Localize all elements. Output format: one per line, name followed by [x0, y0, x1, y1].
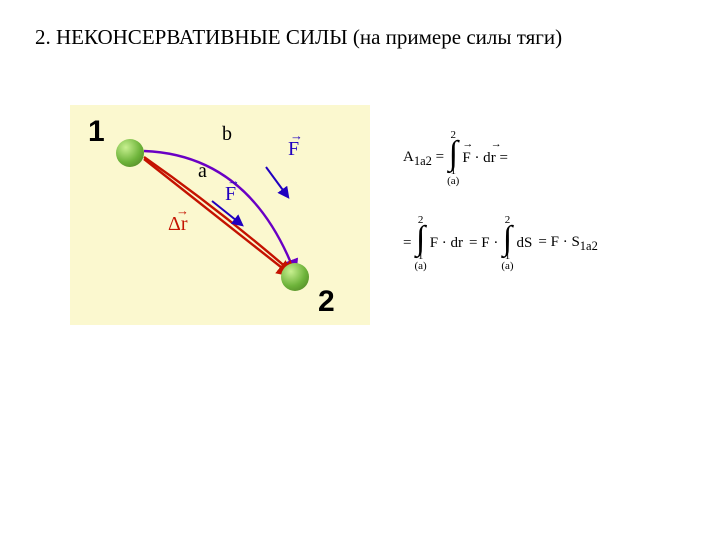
- force-arrow-b: [266, 167, 288, 197]
- label-point-1: 1: [88, 115, 105, 149]
- point-1-ball: [116, 139, 144, 167]
- label-force-b: → F: [288, 138, 299, 161]
- label-dr: → Δr: [168, 213, 188, 236]
- label-a: a: [198, 160, 207, 183]
- page-title: 2. НЕКОНСЕРВАТИВНЫЕ СИЛЫ (на примере сил…: [35, 25, 562, 50]
- formula-line-1: A1a2 = 2 ∫ 1 (a) F · dr =: [400, 130, 700, 187]
- formula-line-2: = 2 ∫ 1 (a) F · dr = F · 2 ∫ 1 (a) dS = …: [400, 215, 700, 272]
- displacement-dr: [144, 159, 291, 275]
- point-2-ball: [281, 263, 309, 291]
- diagram-panel: 1 2 a b → F → F → Δr: [70, 105, 370, 325]
- label-b: b: [222, 123, 232, 146]
- formula-area: A1a2 = 2 ∫ 1 (a) F · dr = = 2 ∫ 1 (a) F …: [400, 130, 700, 300]
- label-point-2: 2: [318, 285, 335, 319]
- label-force-a: → F: [225, 183, 236, 206]
